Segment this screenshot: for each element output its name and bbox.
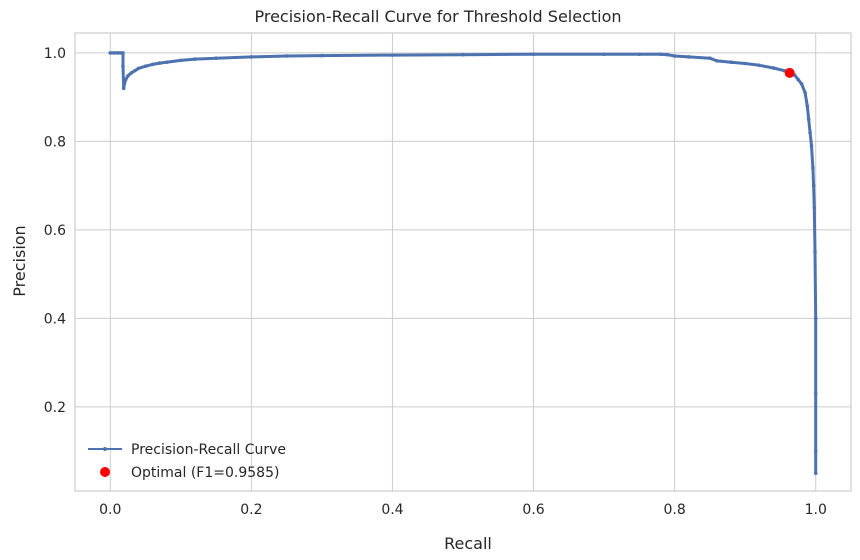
pr-curve-point xyxy=(121,64,125,68)
pr-curve-point xyxy=(806,117,811,122)
pr-curve-point xyxy=(602,52,606,57)
grid xyxy=(75,33,851,491)
y-tick-label: 0.8 xyxy=(44,134,66,150)
pr-curve-point xyxy=(771,66,776,70)
optimal-point xyxy=(784,67,795,78)
legend-label-optimal: Optimal (F1=0.9585) xyxy=(131,465,279,481)
axes-border xyxy=(74,32,852,492)
x-axis-label: Recall xyxy=(444,534,492,553)
x-tick-label: 0.8 xyxy=(664,502,686,518)
pr-curve-point xyxy=(123,77,128,82)
x-tick-label: 0.2 xyxy=(240,502,262,518)
pr-curve-point xyxy=(126,74,130,78)
y-tick-label: 0.2 xyxy=(44,400,66,416)
pr-curve-point xyxy=(136,66,141,71)
pr-curve-point xyxy=(813,316,818,321)
x-tick-label: 1.0 xyxy=(805,502,827,518)
pr-curve-point xyxy=(796,77,800,82)
pr-curve-point xyxy=(757,63,762,68)
x-axis-ticks: 0.0 0.2 0.4 0.6 0.8 1.0 xyxy=(99,502,827,518)
pr-curve-point xyxy=(133,68,137,73)
pr-curve-point xyxy=(665,52,670,57)
pr-curve-point xyxy=(672,54,677,58)
pr-curve-point xyxy=(813,250,817,254)
pr-curve-point xyxy=(461,52,465,57)
legend-label-curve: Precision-Recall Curve xyxy=(131,442,286,458)
pr-curve-point xyxy=(108,51,113,55)
y-axis-ticks: 0.2 0.4 0.6 0.8 1.0 xyxy=(44,46,66,416)
pr-curve-point xyxy=(214,56,218,61)
pr-curve-point xyxy=(708,56,712,61)
pr-curve-point xyxy=(121,86,126,91)
pr-curve-point xyxy=(811,183,816,188)
pr-curve-point xyxy=(284,54,289,58)
y-axis-label: Precision xyxy=(10,225,29,296)
pr-curve-point xyxy=(121,51,125,55)
pr-curve-point xyxy=(808,130,812,135)
pr-curve-point xyxy=(157,61,162,65)
pr-curve-point xyxy=(122,82,127,86)
axes-frame xyxy=(74,32,852,492)
pr-curve-point xyxy=(115,51,120,55)
pr-curve-point xyxy=(112,51,116,55)
pr-curve-point xyxy=(799,82,804,86)
x-tick-label: 0.4 xyxy=(381,502,403,518)
pr-curve-point xyxy=(320,53,324,58)
pr-curve-point xyxy=(118,51,122,55)
pr-curve-point xyxy=(249,55,254,59)
pr-curve-point xyxy=(179,58,183,63)
x-tick-label: 0.6 xyxy=(522,502,544,518)
chart-title: Precision-Recall Curve for Threshold Sel… xyxy=(254,7,621,26)
pr-curve-point xyxy=(811,166,815,170)
pr-curve-point xyxy=(637,52,642,57)
y-tick-label: 0.4 xyxy=(44,311,66,327)
pr-curve-point xyxy=(129,71,134,75)
pr-curve-point xyxy=(715,59,719,63)
series-layer xyxy=(108,51,818,476)
pr-curve-point xyxy=(164,60,169,65)
pr-curve-line xyxy=(110,51,818,474)
pr-curve-point xyxy=(813,471,818,476)
legend: Precision-Recall Curve Optimal (F1=0.958… xyxy=(88,442,286,481)
pr-curve-point xyxy=(150,62,155,67)
pr-curve-point xyxy=(390,53,395,57)
pr-curve-point xyxy=(531,52,536,57)
pr-curve-point xyxy=(812,205,817,210)
pr-curve-point xyxy=(809,144,814,148)
pr-curve-point xyxy=(805,104,810,108)
pr-curve-point xyxy=(729,60,733,65)
pr-curve-point xyxy=(193,57,197,61)
x-tick-label: 0.0 xyxy=(99,502,121,518)
pr-curve-point xyxy=(743,61,747,66)
pr-curve-point xyxy=(813,449,818,453)
pr-curve-point xyxy=(803,90,807,95)
legend-marker-swatch xyxy=(103,447,107,451)
legend-optimal-swatch xyxy=(100,467,110,477)
pr-curve-point xyxy=(813,391,818,396)
y-tick-label: 1.0 xyxy=(44,46,66,62)
y-tick-label: 0.6 xyxy=(44,223,66,239)
pr-curve-point xyxy=(143,64,148,68)
pr-curve-point xyxy=(658,52,663,57)
pr-curve-point xyxy=(686,55,691,59)
